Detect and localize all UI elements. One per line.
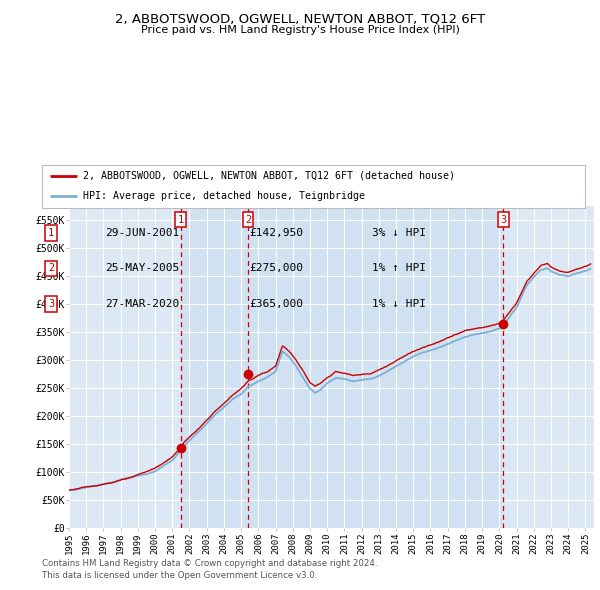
Text: 1: 1 — [48, 228, 54, 238]
Text: HPI: Average price, detached house, Teignbridge: HPI: Average price, detached house, Teig… — [83, 192, 365, 201]
Text: This data is licensed under the Open Government Licence v3.0.: This data is licensed under the Open Gov… — [42, 571, 317, 580]
Text: £142,950: £142,950 — [249, 228, 303, 238]
Text: 2, ABBOTSWOOD, OGWELL, NEWTON ABBOT, TQ12 6FT: 2, ABBOTSWOOD, OGWELL, NEWTON ABBOT, TQ1… — [115, 13, 485, 26]
Text: 1% ↓ HPI: 1% ↓ HPI — [372, 299, 426, 309]
Text: £365,000: £365,000 — [249, 299, 303, 309]
Text: 1% ↑ HPI: 1% ↑ HPI — [372, 264, 426, 273]
Text: 27-MAR-2020: 27-MAR-2020 — [105, 299, 179, 309]
Text: 29-JUN-2001: 29-JUN-2001 — [105, 228, 179, 238]
Text: 2: 2 — [245, 215, 251, 225]
Text: Contains HM Land Registry data © Crown copyright and database right 2024.: Contains HM Land Registry data © Crown c… — [42, 559, 377, 568]
Text: 2, ABBOTSWOOD, OGWELL, NEWTON ABBOT, TQ12 6FT (detached house): 2, ABBOTSWOOD, OGWELL, NEWTON ABBOT, TQ1… — [83, 171, 455, 181]
Text: 2: 2 — [48, 264, 54, 273]
Text: 3% ↓ HPI: 3% ↓ HPI — [372, 228, 426, 238]
Text: 3: 3 — [48, 299, 54, 309]
Bar — [181, 206, 248, 528]
Bar — [248, 206, 503, 528]
Text: 1: 1 — [178, 215, 184, 225]
Text: 25-MAY-2005: 25-MAY-2005 — [105, 264, 179, 273]
Text: £275,000: £275,000 — [249, 264, 303, 273]
Text: Price paid vs. HM Land Registry's House Price Index (HPI): Price paid vs. HM Land Registry's House … — [140, 25, 460, 35]
Text: 3: 3 — [500, 215, 506, 225]
